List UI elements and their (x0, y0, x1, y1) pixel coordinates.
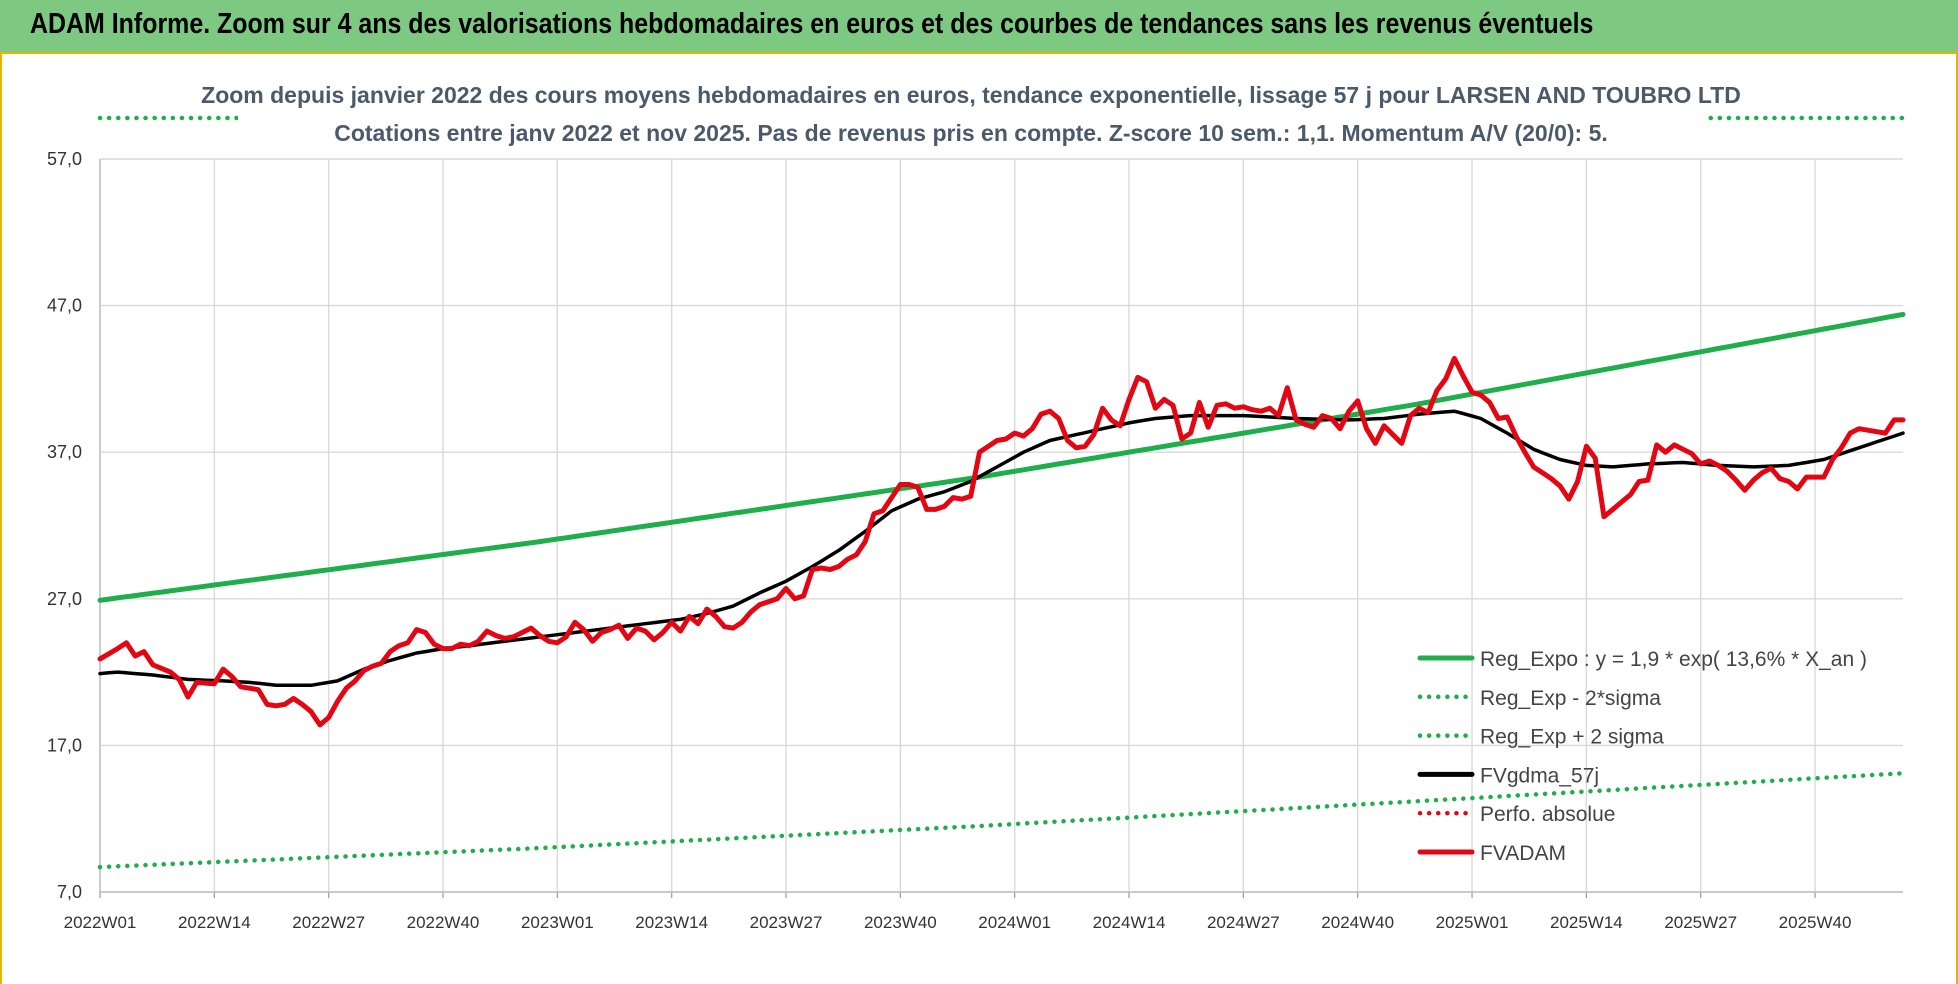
x-tick-label: 2022W14 (178, 913, 251, 932)
chart-title: Zoom depuis janvier 2022 des cours moyen… (201, 82, 1741, 108)
x-tick-label: 2022W01 (64, 913, 137, 932)
legend-label: Reg_Exp - 2*sigma (1480, 687, 1661, 710)
chart-subtitle: Cotations entre janv 2022 et nov 2025. P… (334, 120, 1608, 146)
x-tick-label: 2025W40 (1779, 913, 1852, 932)
x-tick-label: 2022W27 (292, 913, 365, 932)
axes (99, 159, 1903, 898)
legend-label: Perfo. absolue (1480, 803, 1615, 826)
x-tick-label: 2022W40 (407, 913, 480, 932)
header-bar: ADAM Informe. Zoom sur 4 ans des valoris… (0, 0, 1958, 54)
legend-label: FVgdma_57j (1480, 764, 1599, 787)
y-tick-label: 17,0 (47, 735, 82, 755)
x-tick-label: 2023W14 (635, 913, 708, 932)
series-line-1 (97, 771, 1906, 870)
legend-label: FVADAM (1480, 842, 1566, 865)
y-tick-label: 37,0 (47, 442, 82, 462)
series-line-3 (98, 409, 1905, 688)
series-line-5 (97, 355, 1906, 728)
x-tick-label: 2023W01 (521, 913, 594, 932)
y-tick-label: 27,0 (47, 589, 82, 609)
legend-label: Reg_Exp + 2 sigma (1480, 726, 1664, 749)
x-tick-label: 2025W14 (1550, 913, 1623, 932)
y-tick-label: 47,0 (47, 296, 82, 316)
legend: Reg_Expo : y = 1,9 * exp( 13,6% * X_an )… (1417, 648, 1867, 865)
y-tick-label: 7,0 (57, 882, 82, 902)
tick-labels: 57,0 47,0 37,0 27,0 17,0 7,0 2022W01 2022W14 202… (47, 149, 1851, 932)
x-tick-label: 2023W27 (750, 913, 823, 932)
x-tick-label: 2023W40 (864, 913, 937, 932)
x-tick-label: 2024W01 (978, 913, 1051, 932)
series-layer (97, 115, 1906, 870)
grid-lines (99, 158, 1903, 893)
x-tick-label: 2025W27 (1664, 913, 1737, 932)
legend-label: Reg_Expo : y = 1,9 * exp( 13,6% * X_an ) (1480, 648, 1867, 671)
chart-area (0, 54, 1958, 984)
y-tick-label: 57,0 (47, 149, 82, 169)
x-tick-label: 2024W40 (1321, 913, 1394, 932)
x-tick-label: 2024W14 (1093, 913, 1166, 932)
x-tick-label: 2024W27 (1207, 913, 1280, 932)
x-tick-label: 2025W01 (1436, 913, 1509, 932)
page-title: ADAM Informe. Zoom sur 4 ans des valoris… (30, 8, 1594, 40)
chart-title-box (238, 76, 1704, 144)
series-line-0 (97, 311, 1906, 603)
